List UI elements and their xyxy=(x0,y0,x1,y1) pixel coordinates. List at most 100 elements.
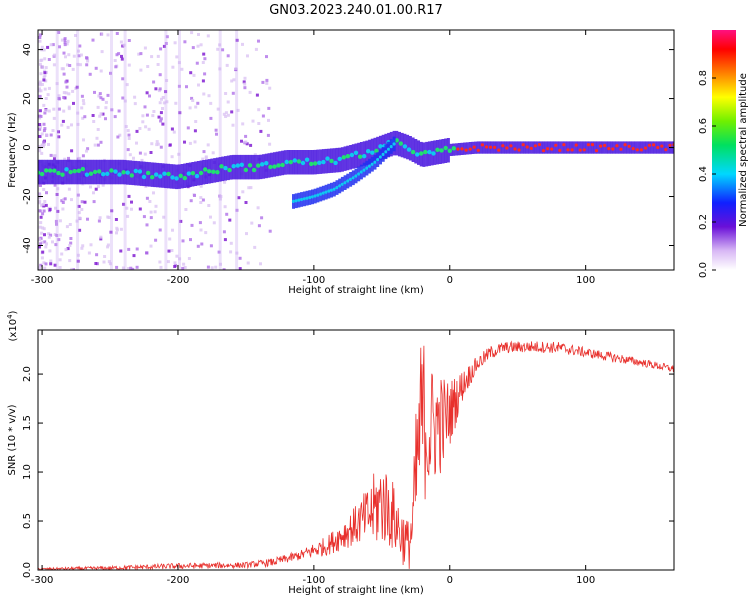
noise-speckle xyxy=(135,265,139,269)
noise-speckle xyxy=(235,208,239,212)
noise-speckle xyxy=(99,69,103,73)
noise-speckle xyxy=(47,235,51,239)
ridge-core xyxy=(349,152,355,158)
noise-speckle xyxy=(39,72,43,76)
noise-speckle xyxy=(218,67,222,71)
noise-speckle xyxy=(55,193,59,196)
noise-speckle xyxy=(137,52,141,56)
noise-speckle xyxy=(96,128,100,131)
ridge-core xyxy=(109,168,114,173)
noise-speckle xyxy=(244,201,248,204)
noise-speckle xyxy=(115,265,119,269)
noise-speckle xyxy=(209,215,212,219)
noise-speckle xyxy=(95,136,99,140)
noise-speckle xyxy=(257,108,261,112)
noise-speckle xyxy=(154,238,158,242)
noise-speckle xyxy=(85,149,88,153)
noise-speckle xyxy=(184,208,188,211)
noise-speckle xyxy=(245,232,248,236)
noise-speckle xyxy=(135,247,139,251)
noise-speckle xyxy=(128,153,132,157)
ridge-core xyxy=(219,164,224,169)
secondary-ridge-core xyxy=(332,187,336,191)
ridge-core xyxy=(117,172,122,177)
noise-speckle xyxy=(63,43,67,47)
noise-speckle xyxy=(177,61,181,65)
noise-speckle xyxy=(42,140,46,144)
noise-speckle xyxy=(81,99,85,102)
noise-speckle xyxy=(65,42,69,46)
ridge-core xyxy=(288,159,293,165)
noise-speckle xyxy=(88,72,92,76)
noise-speckle xyxy=(42,122,46,126)
noise-speckle xyxy=(43,111,47,115)
noise-speckle xyxy=(81,154,85,158)
noise-speckle xyxy=(232,78,236,82)
noise-speckle xyxy=(67,187,71,191)
noise-speckle xyxy=(58,219,62,223)
noise-speckle xyxy=(221,48,225,52)
noise-speckle xyxy=(78,216,82,220)
secondary-ridge-core xyxy=(308,195,312,200)
noise-speckle xyxy=(95,253,99,257)
noise-speckle xyxy=(69,241,73,245)
noise-speckle xyxy=(255,93,259,97)
noise-speckle xyxy=(201,79,205,83)
ridge-core xyxy=(194,173,200,179)
noise-speckle xyxy=(49,262,53,266)
secondary-ridge-core xyxy=(351,176,355,180)
noise-speckle xyxy=(80,94,84,98)
noise-speckle xyxy=(108,262,112,266)
noise-speckle xyxy=(38,225,42,229)
noise-speckle xyxy=(153,210,157,214)
ridge-core xyxy=(631,147,635,151)
noise-speckle xyxy=(150,55,154,59)
noise-speckle xyxy=(117,52,121,56)
noise-speckle xyxy=(65,225,69,229)
noise-speckle xyxy=(119,227,123,231)
noise-speckle xyxy=(86,147,90,151)
noise-speckle xyxy=(76,122,80,126)
noise-speckle xyxy=(225,212,229,216)
secondary-ridge-core xyxy=(324,190,328,194)
noise-speckle xyxy=(45,242,48,246)
colorbar-tick-label: 0.8 xyxy=(698,70,709,86)
ridge-core xyxy=(460,147,464,151)
ridge-core xyxy=(594,149,599,153)
noise-speckle xyxy=(241,42,244,46)
noise-speckle xyxy=(41,202,45,206)
ridge-core xyxy=(190,171,196,176)
noise-speckle xyxy=(202,52,206,56)
ridge-core xyxy=(451,146,456,151)
noise-speckle xyxy=(196,101,200,105)
noise-speckle xyxy=(99,140,103,144)
ridge-core xyxy=(484,145,489,149)
noise-speckle xyxy=(158,73,162,77)
ridge-core xyxy=(260,162,265,167)
ridge-core xyxy=(619,147,623,151)
colorbar-tick-label: 0.4 xyxy=(698,166,709,182)
noise-speckle xyxy=(43,57,47,61)
ridge-core xyxy=(599,144,603,148)
ridge-core xyxy=(660,144,664,148)
noise-speckle xyxy=(43,233,46,237)
y-tick-label: 20 xyxy=(22,92,33,105)
noise-speckle xyxy=(53,157,56,160)
noise-speckle xyxy=(171,228,174,232)
secondary-ridge-core xyxy=(357,172,361,176)
noise-speckle xyxy=(66,125,70,129)
noise-speckle xyxy=(245,142,249,146)
noise-speckle xyxy=(257,39,260,43)
y-tick-label: -40 xyxy=(22,237,33,253)
ridge-core xyxy=(464,148,468,152)
noise-speckle xyxy=(71,67,75,71)
ridge-core xyxy=(497,148,501,152)
ridge-core xyxy=(341,155,346,160)
noise-speckle xyxy=(44,66,48,70)
noise-speckle xyxy=(197,83,200,87)
noise-speckle xyxy=(54,243,58,247)
noise-speckle xyxy=(217,250,221,254)
ridge-core xyxy=(443,145,448,151)
ridge-core xyxy=(586,143,591,147)
secondary-ridge-core xyxy=(291,199,296,203)
